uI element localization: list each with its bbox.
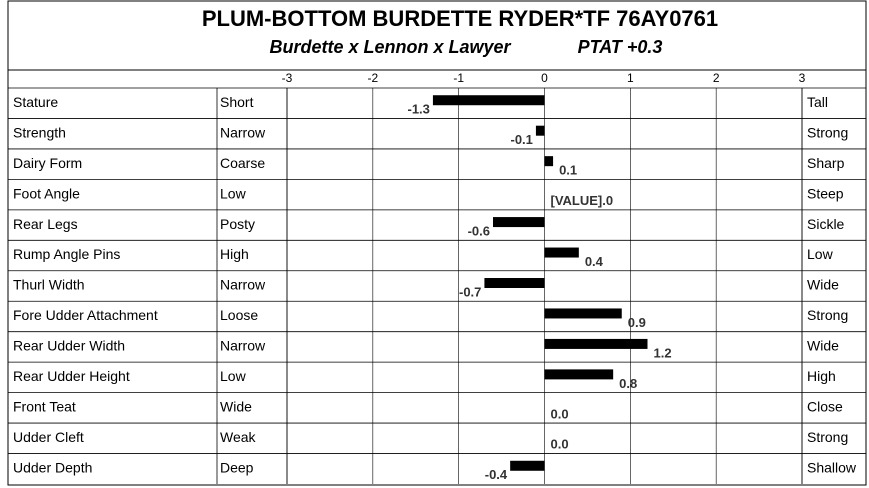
x-tick-label: 1 bbox=[627, 71, 634, 85]
category-label: Fore Udder Attachment bbox=[13, 307, 158, 323]
x-tick-label: 2 bbox=[713, 71, 720, 85]
value-label: 1.2 bbox=[654, 345, 672, 360]
low-label: Coarse bbox=[220, 155, 265, 171]
low-label: Low bbox=[220, 368, 247, 384]
value-label: 0.4 bbox=[585, 254, 604, 269]
category-label: Stature bbox=[13, 94, 58, 110]
category-label: Dairy Form bbox=[13, 155, 82, 171]
high-label: Wide bbox=[807, 338, 839, 354]
x-tick-label: 0 bbox=[541, 71, 548, 85]
value-label: 0.0 bbox=[551, 406, 569, 421]
low-label: Short bbox=[220, 94, 254, 110]
high-label: Wide bbox=[807, 277, 839, 293]
chart-title: PLUM-BOTTOM BURDETTE RYDER*TF 76AY0761 bbox=[202, 6, 718, 31]
x-tick-label: -1 bbox=[453, 71, 464, 85]
category-label: Rear Udder Height bbox=[13, 368, 130, 384]
high-label: Sickle bbox=[807, 216, 845, 232]
category-label: Foot Angle bbox=[13, 185, 80, 201]
category-label: Rump Angle Pins bbox=[13, 246, 120, 262]
value-label: -1.3 bbox=[408, 102, 430, 117]
value-label: -0.1 bbox=[511, 132, 533, 147]
high-label: Low bbox=[807, 246, 834, 262]
x-tick-label: -2 bbox=[367, 71, 378, 85]
high-label: Tall bbox=[807, 94, 828, 110]
x-tick-label: -3 bbox=[282, 71, 293, 85]
x-tick-label: 3 bbox=[799, 71, 806, 85]
high-label: Strong bbox=[807, 124, 848, 140]
high-label: Shallow bbox=[807, 459, 857, 475]
bar bbox=[544, 156, 554, 167]
value-label: 0.9 bbox=[628, 315, 646, 330]
category-label: Udder Depth bbox=[13, 459, 92, 475]
category-label: Udder Cleft bbox=[13, 429, 84, 445]
high-label: Strong bbox=[807, 429, 848, 445]
category-label: Front Teat bbox=[13, 399, 76, 415]
chart-subtitle: Burdette x Lennon x Lawyer bbox=[269, 37, 511, 57]
value-label: 0.8 bbox=[619, 376, 637, 391]
low-label: Weak bbox=[220, 429, 257, 445]
low-label: Loose bbox=[220, 307, 258, 323]
category-label: Rear Legs bbox=[13, 216, 78, 232]
bar bbox=[544, 308, 622, 319]
low-label: Narrow bbox=[220, 124, 266, 140]
high-label: High bbox=[807, 368, 836, 384]
category-label: Rear Udder Width bbox=[13, 338, 125, 354]
high-label: Strong bbox=[807, 307, 848, 323]
low-label: Narrow bbox=[220, 277, 266, 293]
high-label: Sharp bbox=[807, 155, 845, 171]
bar bbox=[544, 247, 579, 258]
low-label: Low bbox=[220, 185, 247, 201]
bar bbox=[544, 338, 648, 349]
category-label: Thurl Width bbox=[13, 277, 85, 293]
value-label: 0.1 bbox=[559, 163, 577, 178]
value-label: -0.4 bbox=[485, 467, 508, 482]
low-label: Wide bbox=[220, 399, 252, 415]
bar bbox=[535, 125, 545, 136]
annotation: PTAT +0.3 bbox=[578, 37, 663, 57]
bar bbox=[432, 95, 545, 106]
value-label: -0.6 bbox=[468, 224, 490, 239]
low-label: Deep bbox=[220, 459, 254, 475]
value-label: -0.7 bbox=[459, 284, 481, 299]
bar bbox=[484, 278, 545, 288]
low-label: Narrow bbox=[220, 338, 266, 354]
value-label: [VALUE].0 bbox=[551, 193, 614, 208]
bar bbox=[493, 217, 545, 228]
low-label: Posty bbox=[220, 216, 255, 232]
high-label: Close bbox=[807, 399, 843, 415]
frame bbox=[7, 0, 867, 486]
high-label: Steep bbox=[807, 185, 844, 201]
bar bbox=[544, 369, 614, 380]
low-label: High bbox=[220, 246, 249, 262]
bar bbox=[510, 460, 545, 471]
value-label: 0.0 bbox=[551, 437, 569, 452]
category-label: Strength bbox=[13, 124, 66, 140]
